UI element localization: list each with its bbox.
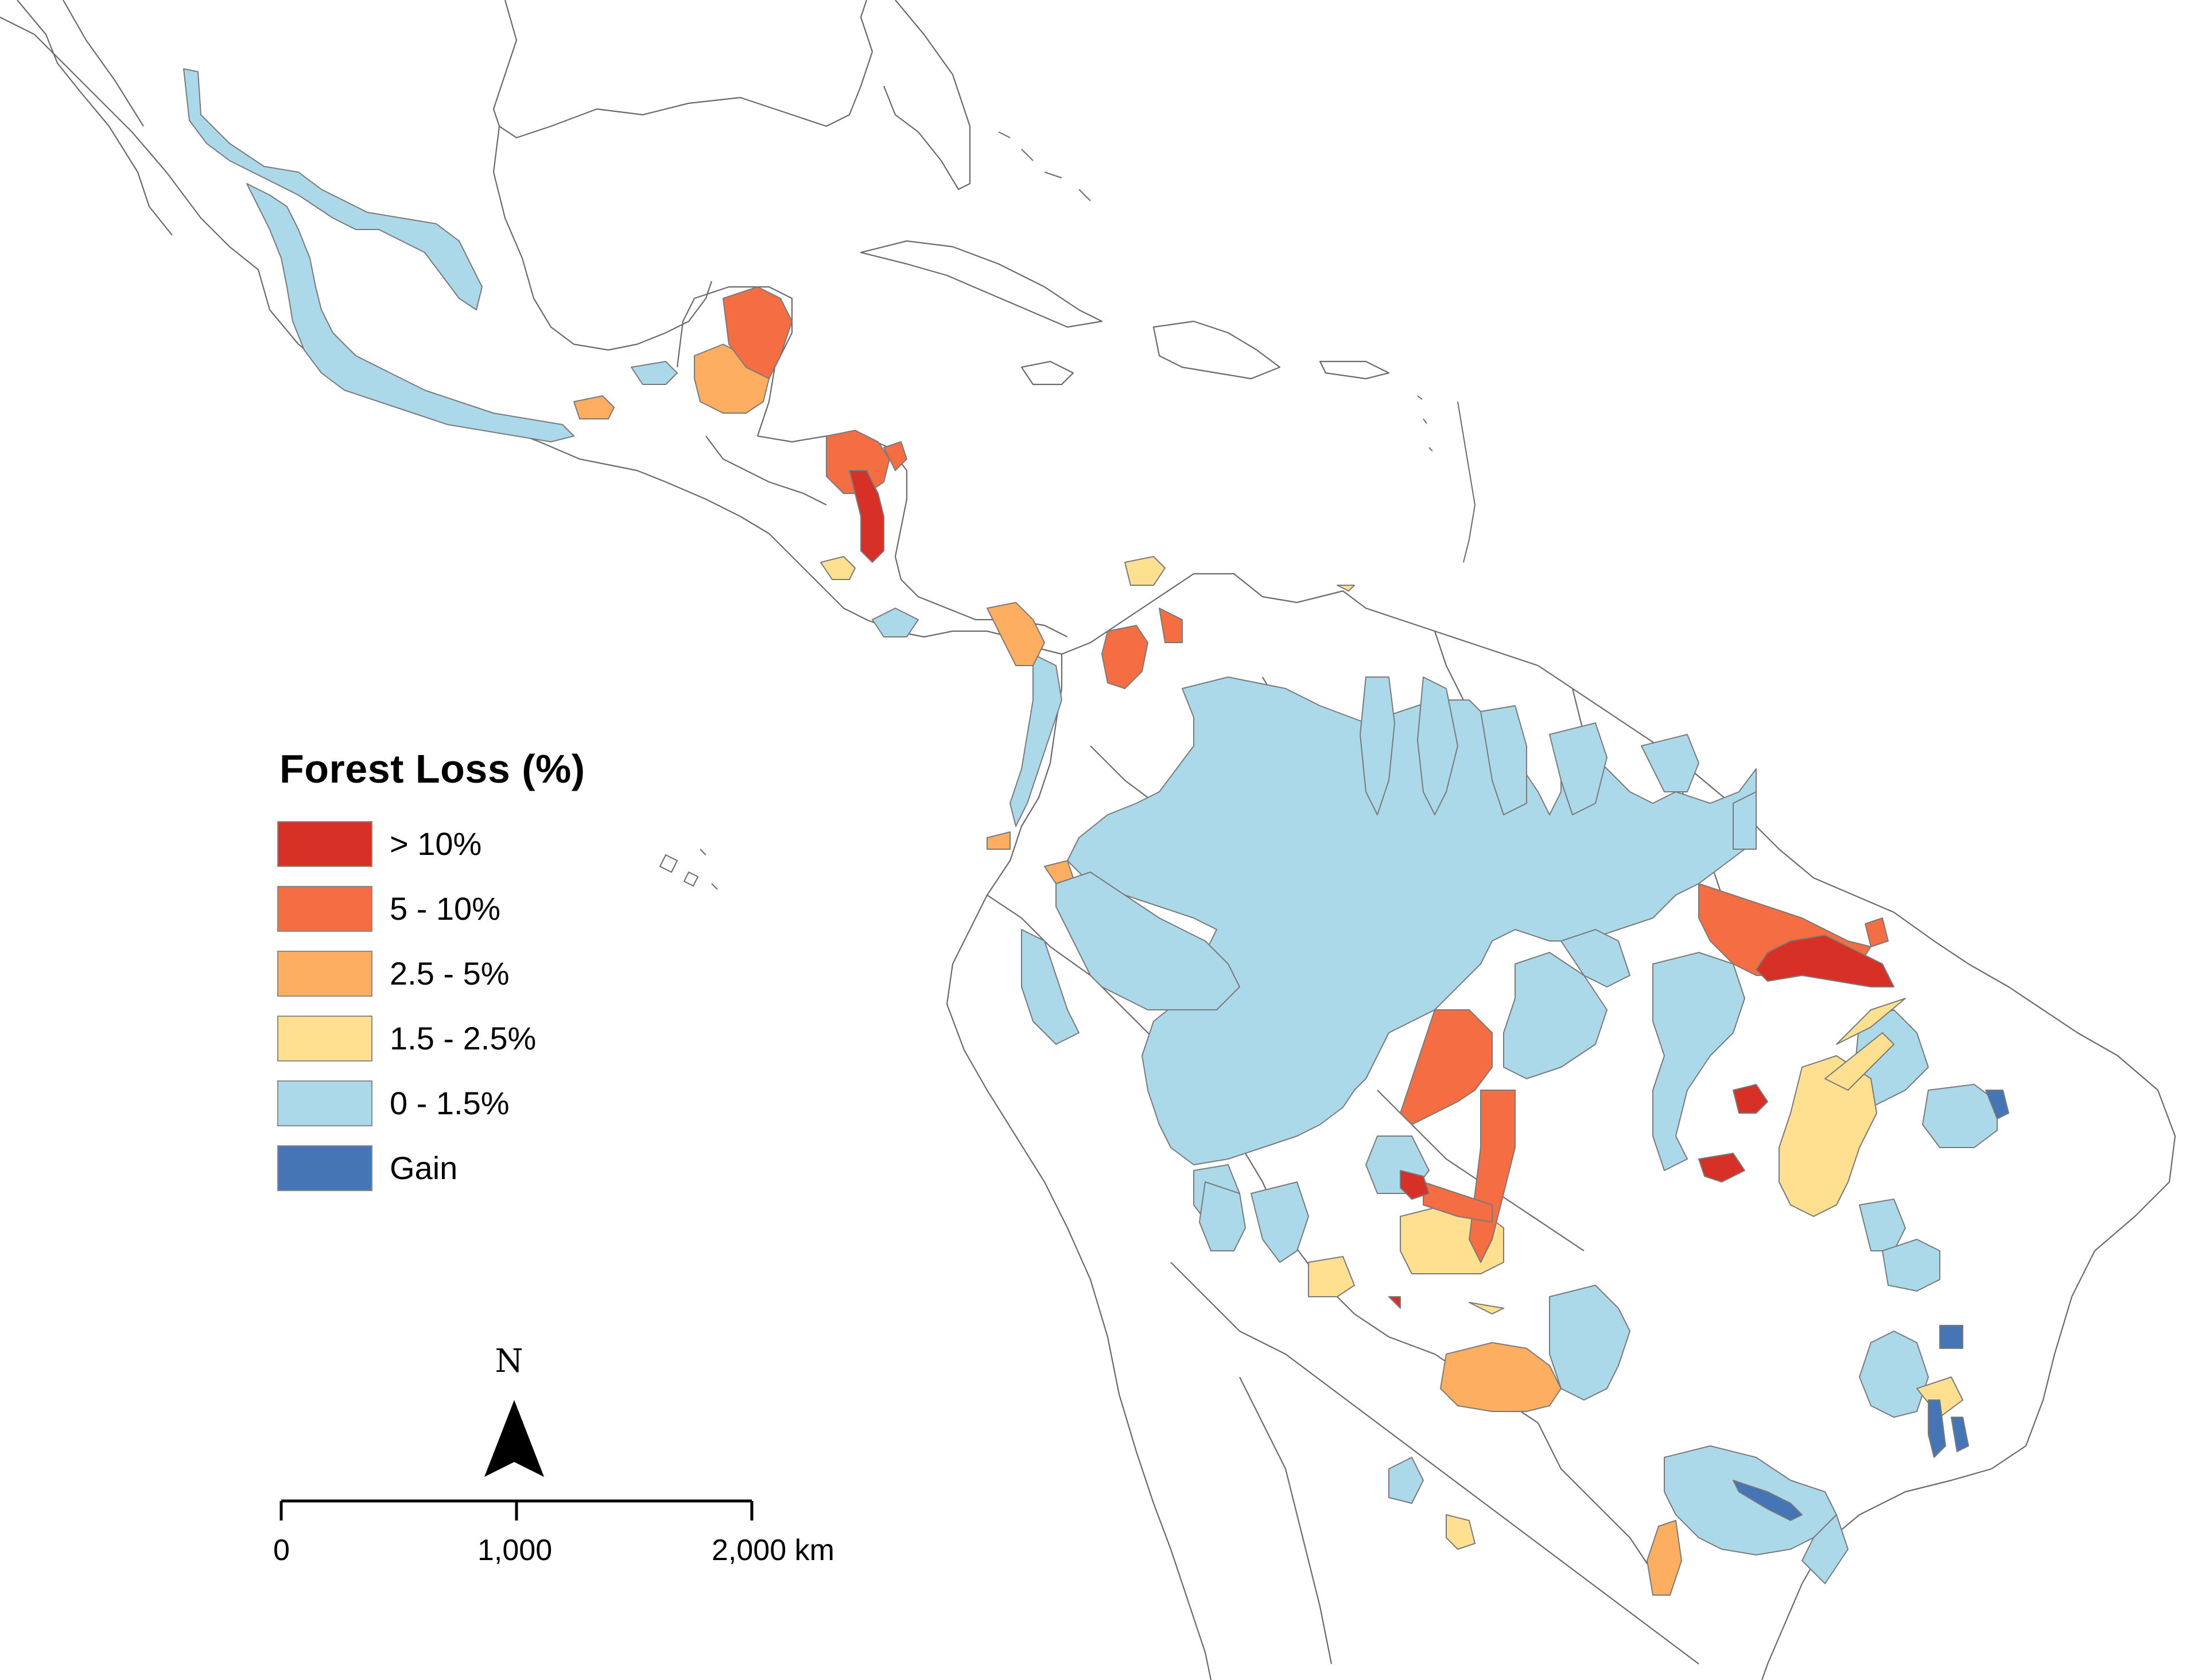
legend-item: Gain: [277, 1135, 585, 1200]
legend-item: 2.5 - 5%: [277, 941, 585, 1006]
north-arrow-icon: [484, 1400, 544, 1477]
region-class-gt-10: [849, 470, 1894, 1309]
scale-tick-2000: 2,000 km: [712, 1534, 834, 1567]
legend-swatch: [277, 950, 372, 997]
legend-swatch: [277, 1015, 372, 1061]
legend-label: 2.5 - 5%: [390, 955, 510, 991]
forest-regions: [183, 68, 2009, 1596]
legend-swatch: [277, 820, 372, 867]
legend-rows: > 10% 5 - 10% 2.5 - 5% 1.5 - 2.5% 0 - 1.5% Ga…: [277, 811, 585, 1200]
north-arrow: N: [466, 1343, 552, 1380]
scale-bar: 0 1,000 2,000 km: [253, 1492, 834, 1572]
legend-item: 0 - 1.5%: [277, 1071, 585, 1135]
legend-label: Gain: [390, 1150, 458, 1186]
legend-swatch: [277, 1080, 372, 1126]
legend-swatch: [277, 1145, 372, 1191]
legend-item: 1.5 - 2.5%: [277, 1006, 585, 1071]
legend-label: 5 - 10%: [390, 890, 500, 927]
legend-label: > 10%: [390, 826, 482, 862]
legend-item: > 10%: [277, 811, 585, 876]
region-class-gain: [1733, 1090, 2009, 1521]
scale-tick-1000: 1,000: [477, 1534, 553, 1567]
legend-swatch: [277, 885, 372, 932]
legend-item: 5 - 10%: [277, 876, 585, 941]
legend-label: 1.5 - 2.5%: [390, 1020, 537, 1056]
north-label: N: [495, 1343, 523, 1380]
scale-tick-0: 0: [273, 1534, 290, 1567]
legend-title: Forest Loss (%): [279, 746, 585, 791]
region-class-5-10: [723, 286, 1889, 1263]
legend: Forest Loss (%) > 10% 5 - 10% 2.5 - 5% 1.5 …: [277, 746, 585, 1200]
region-class-1-5-2-5: [820, 556, 1963, 1550]
legend-label: 0 - 1.5%: [390, 1085, 510, 1121]
scale-bar-line: [279, 1499, 754, 1520]
region-class-0-1-5: [183, 68, 1998, 1584]
